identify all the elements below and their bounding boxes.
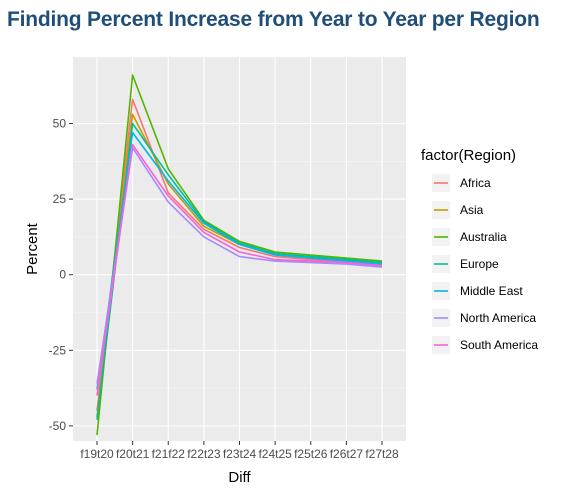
x-tick-label: f21f22 [152,447,186,461]
x-tick-label: f24t25 [258,447,292,461]
legend-item-europe: Europe [432,255,499,273]
x-axis-title: Diff [228,469,251,486]
x-tick-label: f26t27 [330,447,364,461]
series-line-middle-east [96,131,383,390]
y-tick-label: 50 [53,117,67,131]
y-tick-label: 25 [53,192,67,206]
series-line-australia [96,74,383,436]
legend-title: factor(Region) [421,147,516,164]
legend-label: North America [460,311,536,325]
x-tick-label: f22t23 [187,447,221,461]
y-axis-ticks: -50 -25 0 25 50 [49,117,73,433]
y-tick-label: 0 [59,268,66,282]
series-line-south-america [96,143,383,396]
x-tick-label: f27t28 [365,447,399,461]
legend-label: Africa [460,176,491,190]
legend: Africa Asia Australia Europe Middle East Nort… [432,174,538,354]
legend-label: Middle East [460,284,523,298]
x-axis-ticks: f19t20 f20t21 f21f22 f22t23 f23t24 f24t25 f25t… [80,441,399,461]
legend-item-north-america: North America [432,309,536,327]
legend-item-south-america: South America [432,336,538,354]
legend-item-africa: Africa [432,174,491,192]
series-lines [96,74,383,436]
legend-label: Europe [460,257,499,271]
legend-label: Australia [460,230,507,244]
x-tick-label: f19t20 [80,447,114,461]
series-line-europe [96,122,383,420]
y-tick-label: -25 [49,343,67,357]
x-tick-label: f23t24 [223,447,257,461]
legend-item-asia: Asia [432,201,484,219]
legend-label: South America [460,338,538,352]
y-axis-title: Percent [24,222,41,275]
chart-title: Finding Percent Increase from Year to Ye… [7,8,540,31]
legend-item-australia: Australia [432,228,507,246]
y-tick-label: -50 [49,419,67,433]
series-line-north-america [96,146,383,384]
legend-item-middle-east: Middle East [432,282,523,300]
x-tick-label: f25t26 [294,447,328,461]
legend-label: Asia [460,203,484,217]
x-tick-label: f20t21 [116,447,150,461]
